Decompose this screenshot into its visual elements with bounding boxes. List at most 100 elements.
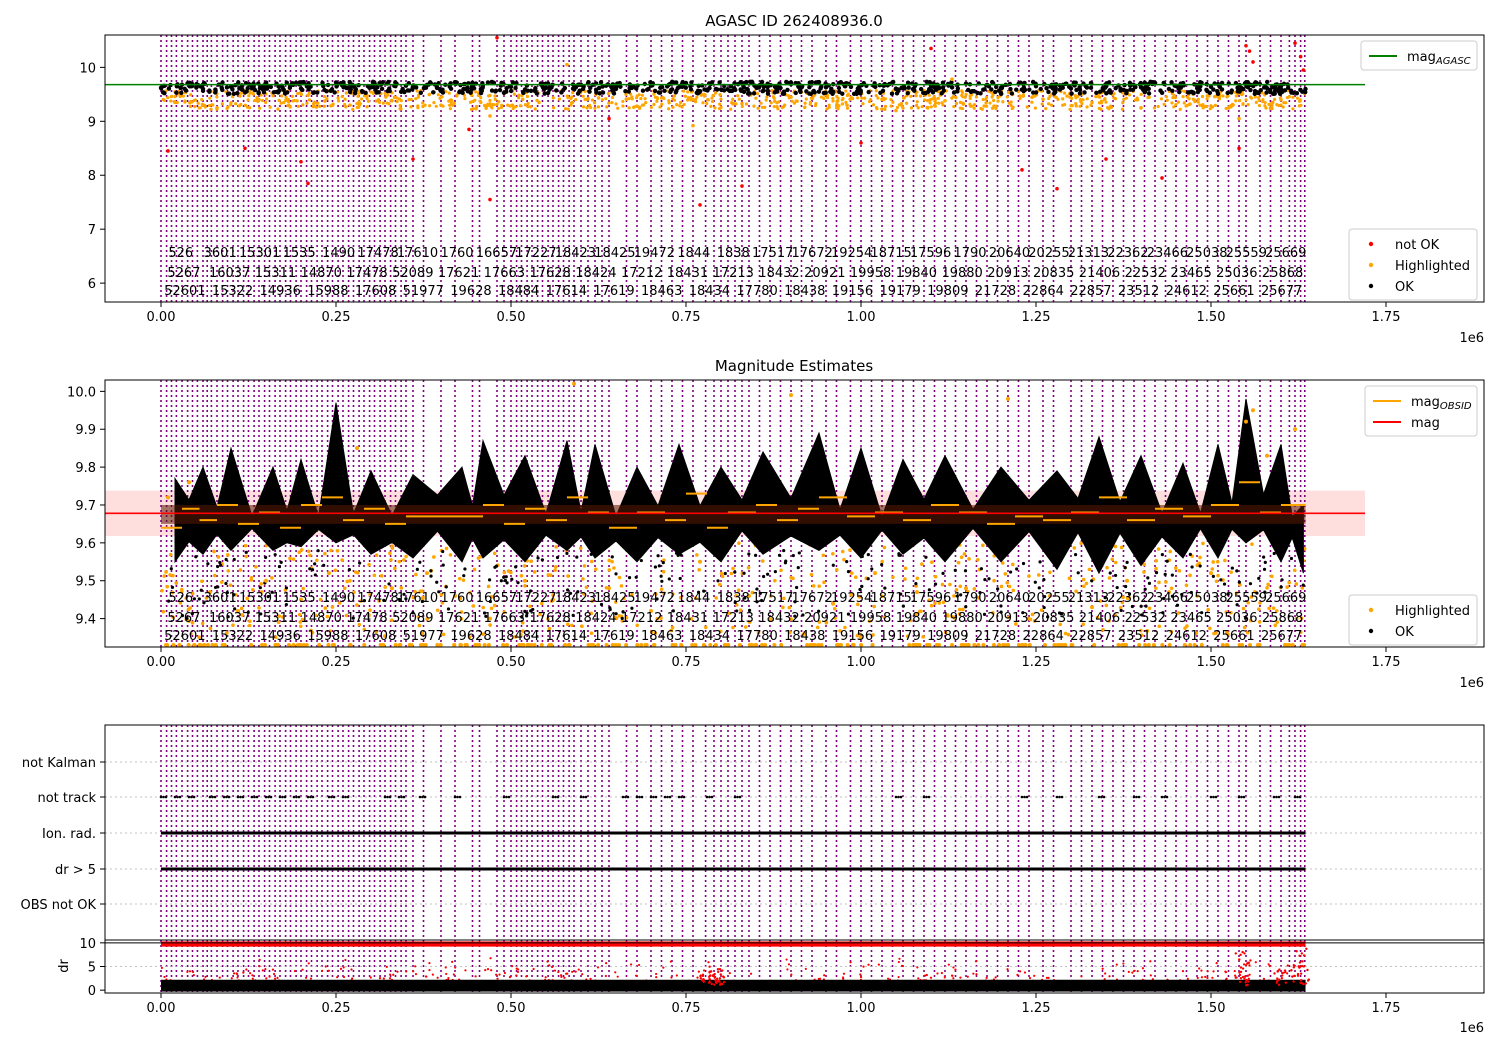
magest-highlighted-noise-point bbox=[1194, 631, 1199, 635]
dr-cluster-point bbox=[1277, 983, 1281, 986]
agasc-highlighted-cloud-point bbox=[754, 96, 758, 100]
dr-not-ok-point bbox=[249, 972, 252, 975]
agasc-highlighted-cloud-point bbox=[916, 106, 920, 110]
agasc-highlighted-cloud-point bbox=[701, 101, 705, 105]
agasc-highlighted-cloud-point bbox=[729, 107, 733, 111]
agasc-highlighted-cloud-point bbox=[643, 97, 647, 101]
dr-cluster-point bbox=[1292, 966, 1296, 969]
magest-ok-noise-point bbox=[671, 609, 675, 613]
magest-ok-noise-point bbox=[955, 594, 959, 598]
magest-clipped-point bbox=[177, 643, 182, 647]
agasc-highlighted-cloud-point bbox=[1213, 94, 1218, 98]
agasc-highlighted-cloud-point bbox=[488, 93, 492, 98]
agasc-highlighted-cloud-point bbox=[569, 103, 573, 107]
agasc-highlighted-cloud-point bbox=[1297, 99, 1302, 103]
flags-not-track-point bbox=[1214, 795, 1218, 799]
magest-highlighted-point bbox=[1006, 396, 1010, 401]
agasc-highlighted-cloud-point bbox=[529, 105, 533, 109]
agasc-highlighted-point bbox=[691, 123, 695, 128]
agasc-ok-band-point bbox=[597, 91, 602, 96]
magest-bottom-legend-swatch bbox=[1368, 607, 1374, 613]
magest-ok-noise-point bbox=[313, 573, 317, 577]
dr-cluster-point bbox=[699, 976, 703, 980]
agasc-ok-band-point bbox=[554, 88, 559, 93]
agasc-ok-band-point bbox=[277, 88, 282, 93]
agasc-highlighted-cloud-point bbox=[1040, 102, 1044, 106]
magest-highlighted-noise-point bbox=[976, 596, 981, 600]
agasc-ok-band-point bbox=[759, 79, 765, 85]
agasc-ok-band-point bbox=[906, 85, 911, 90]
magest-highlighted-noise-point bbox=[448, 553, 453, 557]
dr-not-ok-point bbox=[975, 973, 978, 976]
dr-not-ok-point bbox=[1281, 974, 1284, 977]
magest-ok-noise-point bbox=[964, 605, 968, 609]
agasc-highlighted-cloud-point bbox=[891, 100, 895, 104]
magest-clipped-point bbox=[950, 643, 955, 647]
agasc-ok-point bbox=[1243, 80, 1249, 85]
agasc-obsid-label: 25036 bbox=[1216, 266, 1257, 281]
agasc-ok-band-point bbox=[1229, 90, 1234, 95]
agasc-highlighted-cloud-point bbox=[1187, 97, 1191, 101]
magest-ok-noise-point bbox=[796, 565, 800, 570]
magest-highlighted-noise-point bbox=[298, 624, 303, 629]
magest-highlighted-noise-point bbox=[1169, 586, 1174, 591]
agasc-highlighted-cloud-point bbox=[493, 94, 497, 98]
agasc-highlighted-cloud-point bbox=[1182, 101, 1186, 105]
magest-obsid-label: 17621 bbox=[438, 611, 479, 626]
agasc-highlighted-cloud-point bbox=[719, 97, 723, 101]
agasc-highlighted-cloud-point bbox=[940, 101, 944, 105]
magest-highlighted-noise-point bbox=[1275, 620, 1280, 624]
magest-ok-noise-point bbox=[1038, 560, 1042, 564]
dr-not-ok-point bbox=[1200, 976, 1204, 979]
dr-cluster-point bbox=[722, 980, 726, 984]
agasc-highlighted-cloud-point bbox=[291, 99, 295, 103]
agasc-highlighted-cloud-point bbox=[685, 98, 690, 102]
agasc-legend-top: magAGASC bbox=[1360, 40, 1478, 71]
magnitude-estimates-x-offset-label: 1e6 bbox=[1459, 676, 1484, 691]
magest-clipped-point bbox=[222, 643, 227, 647]
magest-highlighted-noise-point bbox=[731, 566, 735, 571]
magest-clipped-point bbox=[539, 643, 544, 647]
agasc-highlighted-cloud-point bbox=[1253, 95, 1257, 99]
magest-highlighted-noise-point bbox=[650, 629, 654, 634]
agasc-ok-band-point bbox=[1265, 79, 1270, 85]
agasc-ok-point bbox=[1068, 86, 1074, 91]
dr-not-ok-point bbox=[581, 973, 584, 976]
dr-not-ok-point bbox=[947, 963, 950, 966]
flags-row-label: not track bbox=[37, 791, 96, 806]
magest-highlighted-noise-point bbox=[368, 608, 372, 612]
dr-not-ok-point bbox=[350, 968, 353, 971]
agasc-highlighted-cloud-point bbox=[1085, 105, 1089, 109]
magest-ok-envelope bbox=[174, 398, 1304, 575]
dr-not-ok-point bbox=[342, 966, 345, 969]
agasc-highlighted-cloud-point bbox=[635, 94, 639, 98]
magest-clipped-point bbox=[635, 643, 640, 647]
magest-highlighted-noise-point bbox=[416, 615, 421, 619]
magest-highlighted-noise-point bbox=[1127, 595, 1131, 600]
dr-not-ok-point bbox=[378, 977, 382, 980]
agasc-highlighted-cloud-point bbox=[614, 102, 618, 106]
magest-highlighted-noise-point bbox=[367, 614, 371, 618]
agasc-ok-band-point bbox=[594, 90, 599, 95]
agasc-highlighted-cloud-point bbox=[409, 97, 413, 102]
agasc-highlighted-cloud-point bbox=[597, 96, 601, 100]
agasc-ok-band-point bbox=[534, 91, 540, 96]
dr-not-ok-point bbox=[412, 970, 415, 973]
magest-highlighted-noise-point bbox=[789, 617, 793, 621]
agasc-highlighted-cloud-point bbox=[1254, 100, 1258, 104]
agasc-obsid-label: 21313 bbox=[1068, 246, 1109, 261]
agasc-highlighted-cloud-point bbox=[533, 107, 537, 111]
magest-ok-noise-point bbox=[795, 585, 799, 590]
dr-not-ok-point bbox=[261, 969, 264, 972]
magest-clipped-point bbox=[679, 643, 684, 647]
agasc-ok-band-point bbox=[542, 91, 547, 96]
magest-highlighted-noise-point bbox=[468, 590, 472, 595]
dr-not-ok-point bbox=[293, 969, 297, 973]
agasc-highlighted-cloud-point bbox=[1257, 103, 1262, 108]
agasc-highlighted-point bbox=[537, 100, 541, 105]
magest-highlighted-noise-point bbox=[957, 607, 962, 612]
agasc-ok-band-point bbox=[760, 88, 765, 94]
magest-highlighted-noise-point bbox=[1027, 574, 1031, 578]
magest-ok-noise-point bbox=[170, 585, 175, 589]
agasc-highlighted-cloud-point bbox=[903, 95, 907, 99]
